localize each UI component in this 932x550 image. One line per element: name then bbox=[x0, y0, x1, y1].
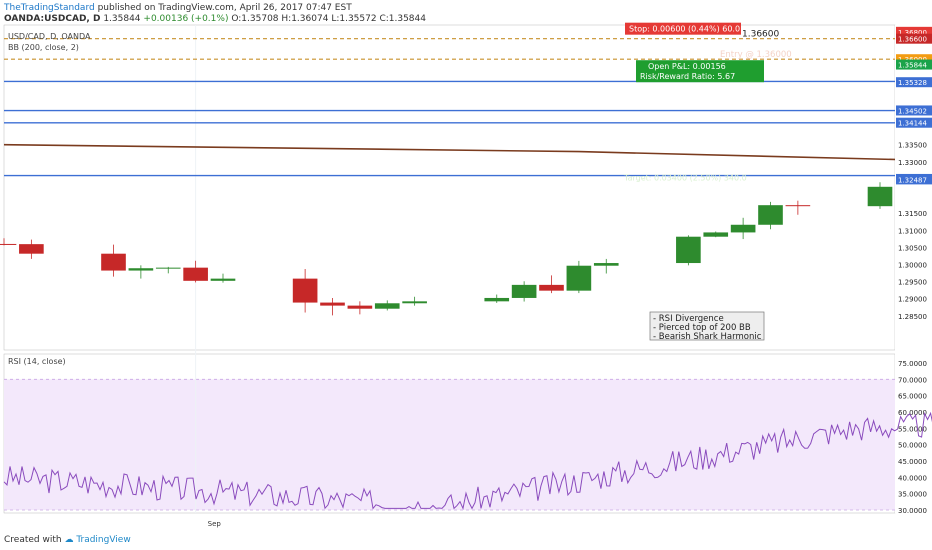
price-axis-marker bbox=[896, 54, 932, 65]
price-axis-marker bbox=[896, 77, 932, 88]
candle-body bbox=[347, 305, 373, 309]
price-axis-label: 1.34502 bbox=[898, 107, 927, 115]
rsi-axis-label: 35.0000 bbox=[898, 491, 927, 499]
rsi-legend: RSI (14, close) bbox=[8, 357, 66, 366]
candle-body bbox=[676, 236, 701, 264]
pnl-label-box bbox=[636, 60, 764, 83]
candle-body bbox=[593, 263, 619, 266]
price-axis-label: 1.31500 bbox=[898, 210, 927, 218]
candle-body bbox=[566, 265, 592, 291]
stop-price-label: 1.36600 bbox=[742, 30, 779, 40]
candle-body bbox=[0, 243, 17, 245]
rsi-axis-label: 60.0000 bbox=[898, 409, 927, 417]
price-axis-label: 1.30500 bbox=[898, 244, 927, 252]
bb-legend: BB (200, close, 2) bbox=[8, 43, 79, 52]
price-axis-marker bbox=[896, 59, 932, 70]
candle-body bbox=[511, 284, 537, 298]
price-axis-label: 1.33000 bbox=[898, 159, 927, 167]
stop-label-box bbox=[625, 22, 741, 35]
candle-body bbox=[19, 244, 44, 254]
candle-body bbox=[730, 224, 756, 233]
price-axis-marker bbox=[896, 105, 932, 116]
price-axis-label: 1.34144 bbox=[898, 120, 927, 128]
rsi-axis-label: 55.0000 bbox=[898, 425, 927, 433]
price-axis-marker bbox=[896, 174, 932, 185]
notes-line: - RSI Divergence bbox=[653, 314, 724, 324]
change-value: +0.00136 (+0.1%) bbox=[143, 14, 229, 24]
created-with-text: Created with bbox=[4, 535, 62, 545]
rsi-axis-label: 70.0000 bbox=[898, 376, 927, 384]
price-axis-marker bbox=[896, 33, 932, 44]
candle-body bbox=[155, 267, 181, 269]
candle-body bbox=[484, 297, 510, 302]
candle-body bbox=[758, 205, 783, 225]
notes-line: - Pierced top of 200 BB bbox=[653, 323, 751, 333]
candle-body bbox=[183, 267, 208, 281]
close-value: C:1.35844 bbox=[379, 14, 426, 24]
price-axis-label: 1.30000 bbox=[898, 261, 927, 269]
candle-body bbox=[210, 278, 236, 281]
candle-body bbox=[867, 186, 893, 207]
price-axis-marker bbox=[896, 26, 932, 37]
candle-body bbox=[374, 303, 400, 309]
rr-label: Risk/Reward Ratio: 5.67 bbox=[640, 72, 735, 81]
symbol-label: OANDA:USDCAD, D bbox=[4, 14, 101, 24]
chart-header: TheTradingStandard published on TradingV… bbox=[4, 3, 352, 13]
rsi-axis-label: 65.0000 bbox=[898, 393, 927, 401]
rsi-axis-label: 45.0000 bbox=[898, 458, 927, 466]
candle-body bbox=[128, 268, 154, 271]
low-value: L:1.35572 bbox=[331, 14, 377, 24]
price-axis-label: 1.31000 bbox=[898, 227, 927, 235]
price-axis-label: 1.33500 bbox=[898, 142, 927, 150]
price-axis-marker bbox=[896, 117, 932, 128]
notes-box bbox=[649, 311, 765, 341]
price-axis-label: 1.29000 bbox=[898, 296, 927, 304]
entry-label: Entry @ 1.36000 bbox=[720, 50, 792, 60]
target-label: Target: 0.03400 (2.50%) 340.0 bbox=[623, 174, 747, 183]
rsi-axis-label: 40.0000 bbox=[898, 474, 927, 482]
tradingview-logo-icon: ☁ bbox=[64, 535, 74, 545]
footer: Created with ☁ TradingView bbox=[4, 535, 131, 545]
rsi-band bbox=[4, 379, 895, 510]
candle-body bbox=[292, 278, 318, 303]
quote-line: OANDA:USDCAD, D 1.35844 +0.00136 (+0.1%)… bbox=[4, 14, 426, 24]
candle-body bbox=[402, 301, 427, 304]
rsi-axis-label: 30.0000 bbox=[898, 507, 927, 515]
author-link[interactable]: TheTradingStandard bbox=[4, 3, 95, 13]
rsi-axis-label: 50.0000 bbox=[898, 442, 927, 450]
published-text: published on TradingView.com, April 26, … bbox=[97, 3, 352, 13]
price-axis-label: 1.35844 bbox=[898, 62, 927, 70]
tradingview-brand[interactable]: TradingView bbox=[76, 535, 131, 545]
x-axis-label: Sep bbox=[208, 520, 222, 528]
stop-label: Stop: 0.00600 (0.44%) 60.0 bbox=[629, 25, 740, 34]
price-axis-label: 1.28500 bbox=[898, 313, 927, 321]
rsi-axis-label: 75.0000 bbox=[898, 360, 927, 368]
main-legend: USD/CAD, D, OANDA bbox=[8, 32, 91, 41]
pnl-label: Open P&L: 0.00156 bbox=[648, 62, 726, 71]
price-axis-label: 1.32487 bbox=[898, 176, 927, 184]
high-value: H:1.36074 bbox=[281, 14, 329, 24]
candle-body bbox=[785, 205, 811, 207]
candle-body bbox=[539, 284, 564, 291]
candle-body bbox=[320, 302, 345, 306]
price-axis-label: 1.35328 bbox=[898, 79, 927, 87]
candle-body bbox=[101, 253, 126, 271]
last-price: 1.35844 bbox=[103, 14, 141, 24]
price-axis-label: 1.29500 bbox=[898, 279, 927, 287]
price-axis-label: 1.36600 bbox=[898, 36, 927, 44]
price-axis-label: 1.36800 bbox=[898, 29, 927, 37]
candle-body bbox=[703, 232, 729, 237]
notes-line: - Bearish Shark Harmonic bbox=[653, 332, 762, 342]
open-value: O:1.35708 bbox=[231, 14, 279, 24]
